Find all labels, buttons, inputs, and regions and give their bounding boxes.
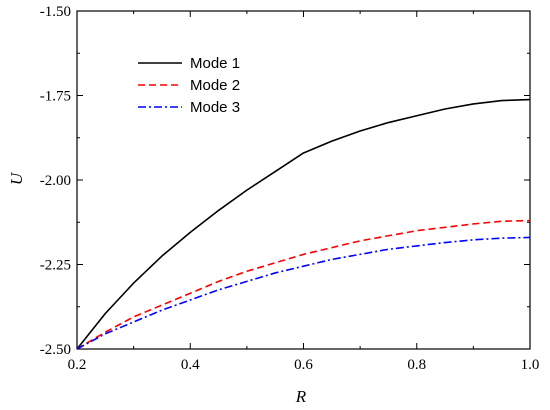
series-line-mode-3 bbox=[76, 236, 531, 350]
y-tick-label: -1.75 bbox=[40, 89, 71, 105]
x-tick-label: 0.2 bbox=[68, 357, 87, 373]
series-line-mode-2 bbox=[76, 219, 531, 350]
x-axis-ticks: 0.2 0.4 0.6 0.8 1.0 bbox=[68, 11, 540, 373]
legend-label-mode-3: Mode 3 bbox=[190, 99, 240, 116]
legend-label-mode-1: Mode 1 bbox=[190, 55, 240, 72]
x-tick-label: 0.4 bbox=[181, 357, 200, 373]
y-axis-label: U bbox=[7, 171, 26, 185]
series-line-mode-1 bbox=[76, 98, 531, 350]
plot-border bbox=[76, 10, 531, 350]
y-tick-label: -1.50 bbox=[40, 4, 71, 20]
y-tick-label: -2.00 bbox=[40, 173, 71, 189]
x-tick-label: 0.6 bbox=[294, 357, 313, 373]
y-tick-label: -2.50 bbox=[40, 342, 71, 358]
legend: Mode 1 Mode 2 Mode 3 bbox=[138, 55, 240, 116]
legend-label-mode-2: Mode 2 bbox=[190, 77, 240, 94]
series-layer bbox=[76, 98, 531, 350]
y-tick-label: -2.25 bbox=[40, 258, 71, 274]
plot-frame bbox=[76, 10, 531, 350]
x-tick-label: 1.0 bbox=[521, 357, 540, 373]
x-axis-label: R bbox=[295, 387, 307, 406]
y-axis-ticks: -2.50 -2.25 -2.00 -1.75 -1.50 bbox=[40, 4, 530, 358]
x-tick-label: 0.8 bbox=[407, 357, 426, 373]
